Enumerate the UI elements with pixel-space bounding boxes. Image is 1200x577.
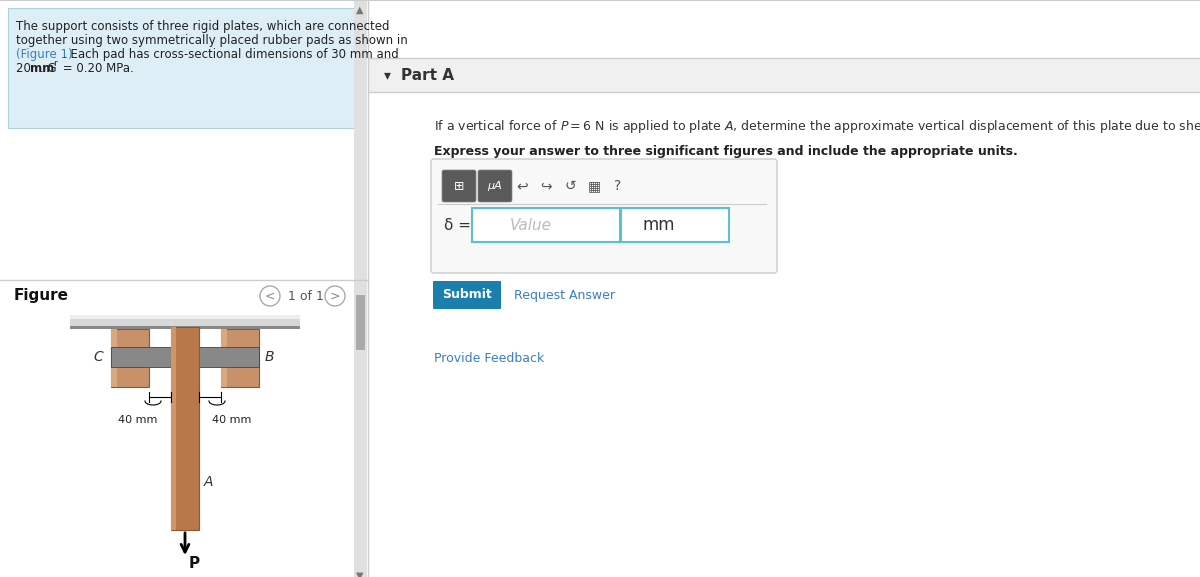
Bar (221, 329, 259, 387)
Bar (70, 326, 300, 329)
Text: 1 of 1: 1 of 1 (288, 290, 324, 302)
FancyBboxPatch shape (431, 159, 778, 273)
Bar (370, 58, 1200, 92)
Text: Express your answer to three significant figures and include the appropriate uni: Express your answer to three significant… (434, 145, 1018, 158)
Text: If a vertical force of $P = 6$ N is applied to plate $A$, determine the approxim: If a vertical force of $P = 6$ N is appl… (434, 118, 1200, 135)
Bar (8, 8, 358, 128)
FancyBboxPatch shape (442, 170, 476, 202)
Bar (354, 0, 367, 577)
Text: 40 mm: 40 mm (119, 415, 157, 425)
Text: (Figure 1): (Figure 1) (16, 48, 73, 61)
Text: ↩: ↩ (516, 179, 528, 193)
Text: . Each pad has cross-sectional dimensions of 30 mm and: . Each pad has cross-sectional dimension… (64, 48, 398, 61)
Text: ▦: ▦ (588, 179, 600, 193)
Text: μA: μA (487, 181, 503, 191)
Bar (70, 315, 300, 329)
Text: mm: mm (30, 62, 54, 75)
Text: Provide Feedback: Provide Feedback (434, 352, 545, 365)
Bar (472, 208, 620, 242)
Bar (622, 208, 730, 242)
Text: C: C (94, 350, 103, 364)
Text: Submit: Submit (442, 288, 492, 302)
Text: = 0.20 MPa.: = 0.20 MPa. (59, 62, 133, 75)
Bar (172, 327, 176, 530)
Text: B: B (265, 350, 275, 364)
Text: A: A (204, 475, 214, 489)
Bar (356, 295, 365, 350)
Text: ⊞: ⊞ (454, 179, 464, 193)
Text: ↺: ↺ (564, 179, 576, 193)
Text: >: > (330, 290, 341, 302)
Text: The support consists of three rigid plates, which are connected: The support consists of three rigid plat… (16, 20, 390, 33)
Text: ▼: ▼ (356, 571, 364, 577)
FancyBboxPatch shape (433, 281, 502, 309)
Text: Figure: Figure (14, 288, 70, 303)
Bar (70, 315, 300, 319)
Text: Request Answer: Request Answer (514, 288, 616, 302)
Bar (112, 347, 259, 367)
Circle shape (325, 286, 346, 306)
Text: ▲: ▲ (356, 5, 364, 15)
Text: 40 mm: 40 mm (212, 415, 252, 425)
Text: Value: Value (510, 218, 552, 233)
Bar (112, 329, 118, 387)
Text: Part A: Part A (401, 68, 454, 83)
Text: P: P (190, 556, 200, 571)
Bar (221, 329, 227, 387)
FancyBboxPatch shape (478, 170, 512, 202)
Text: r: r (54, 59, 58, 68)
Text: ▾: ▾ (384, 68, 391, 82)
Circle shape (260, 286, 280, 306)
Text: δ =: δ = (444, 219, 470, 234)
Bar (172, 327, 199, 530)
Bar (112, 329, 149, 387)
Text: together using two symmetrically placed rubber pads as shown in: together using two symmetrically placed … (16, 34, 408, 47)
Text: 20: 20 (16, 62, 35, 75)
Text: ?: ? (614, 179, 622, 193)
Text: <: < (265, 290, 275, 302)
Text: . G: . G (40, 62, 56, 75)
Text: ↪: ↪ (540, 179, 552, 193)
Text: mm: mm (642, 216, 676, 234)
